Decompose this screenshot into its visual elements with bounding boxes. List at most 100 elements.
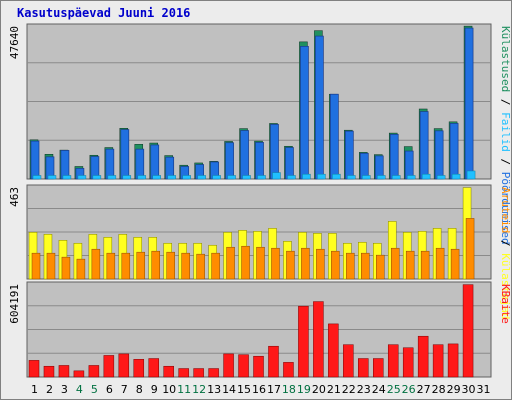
bar-kbytes [343, 344, 354, 378]
bar-files [317, 173, 326, 180]
bar-sites [91, 248, 101, 280]
bar-kbytes [268, 345, 279, 378]
x-tick-label: 24 [372, 383, 386, 396]
bar-kbytes [133, 359, 145, 378]
bar-kbytes [328, 323, 339, 378]
bar-files [451, 173, 461, 180]
bar-sites [226, 246, 235, 280]
bar-files [212, 175, 221, 180]
legend-item: Külastajad [499, 253, 511, 319]
bar-files [421, 173, 431, 180]
bar-sites [420, 250, 430, 280]
bar-pages [300, 46, 309, 180]
bar-pages [389, 134, 399, 180]
x-tick-label: 22 [342, 383, 356, 396]
legend-item: / [499, 152, 511, 172]
bar-files [62, 175, 72, 180]
bar-kbytes [103, 355, 115, 378]
bar-kbytes [73, 370, 85, 378]
x-tick-label: 16 [252, 383, 266, 396]
bar-files [302, 173, 311, 180]
bar-pages [315, 35, 324, 180]
legend-item: Külastused [499, 26, 511, 92]
bar-sites [346, 252, 355, 280]
x-tick-label: 23 [357, 383, 371, 396]
bar-kbytes [283, 362, 294, 378]
x-tick-label: 30 [462, 383, 476, 396]
bar-sites [465, 218, 475, 280]
bar-files [436, 175, 446, 180]
x-tick-label: 15 [237, 383, 251, 396]
bar-kbytes [387, 344, 399, 378]
bar-pages [105, 148, 115, 180]
bar-kbytes [43, 365, 55, 378]
bar-kbytes [58, 365, 70, 378]
x-tick-label: 1 [31, 383, 38, 396]
bar-files [272, 172, 281, 180]
bar-sites [390, 247, 400, 280]
bar-files [137, 175, 147, 180]
bar-pages [419, 111, 429, 180]
x-tick-label: 10 [162, 383, 176, 396]
panel-bottom-legend: KBaite [499, 284, 511, 324]
x-tick-label: 29 [447, 383, 461, 396]
panel-bottom-ymax-label: 604191 [8, 284, 21, 324]
bar-sites [31, 252, 41, 280]
bar-pages [330, 93, 339, 180]
bar-pages [404, 150, 414, 180]
legend-item: Failid [499, 112, 511, 152]
bar-kbytes [88, 365, 100, 378]
bar-pages [150, 144, 160, 180]
bar-files [32, 175, 42, 180]
bar-sites [361, 252, 370, 280]
x-tick-label: 4 [76, 383, 83, 396]
bar-sites [76, 258, 86, 280]
bar-kbytes [208, 368, 219, 378]
bar-pages [255, 142, 264, 180]
bar-kbytes [223, 353, 234, 378]
bar-files [347, 175, 356, 180]
bar-pages [285, 147, 294, 180]
bar-kbytes [462, 284, 474, 378]
x-tick-label: 18 [282, 383, 296, 396]
bar-pages [449, 123, 459, 180]
legend-item: Pöördumised [499, 172, 511, 245]
x-axis-day-labels: 1 2 3 4 5 6 7 8 9 10 11 12 13 14 15 16 17 18 19 20 21 22 23 24 2… [31, 383, 491, 396]
x-tick-label: 26 [402, 383, 416, 396]
bar-pages [225, 142, 234, 180]
bar-kbytes [373, 358, 384, 378]
x-tick-label: 11 [177, 383, 191, 396]
x-tick-label: 12 [192, 383, 206, 396]
bar-pages [135, 148, 145, 180]
panel-mid: 463 Aruteid / Külastajad [8, 184, 511, 319]
bar-files [182, 175, 191, 180]
bar-pages [120, 129, 130, 180]
bar-files [92, 175, 102, 180]
bar-kbytes [148, 358, 159, 378]
x-tick-label: 3 [61, 383, 68, 396]
bar-sites [450, 248, 460, 280]
bar-files [332, 173, 341, 180]
bar-sites [196, 253, 205, 280]
bar-sites [61, 256, 71, 280]
bar-sites [241, 245, 250, 280]
x-tick-label: 28 [432, 383, 446, 396]
x-tick-label: 6 [106, 383, 113, 396]
bar-sites [136, 251, 146, 280]
x-tick-label: 27 [417, 383, 431, 396]
panel-top: 47640 Külastused / Failid / Pöördumised [8, 23, 511, 245]
x-tick-label: 7 [121, 383, 128, 396]
legend-item: Aruteid [499, 187, 511, 233]
bar-pages [359, 152, 369, 180]
legend-item: / [499, 92, 511, 112]
bar-pages [344, 130, 354, 180]
bar-pages [270, 124, 279, 180]
bar-files [257, 175, 266, 180]
x-tick-label: 2 [46, 383, 53, 396]
bar-sites [46, 252, 56, 280]
bar-kbytes [253, 355, 264, 378]
panel-top-ymax-label: 47640 [8, 26, 21, 59]
bar-files [122, 175, 132, 180]
bar-pages [30, 140, 40, 180]
